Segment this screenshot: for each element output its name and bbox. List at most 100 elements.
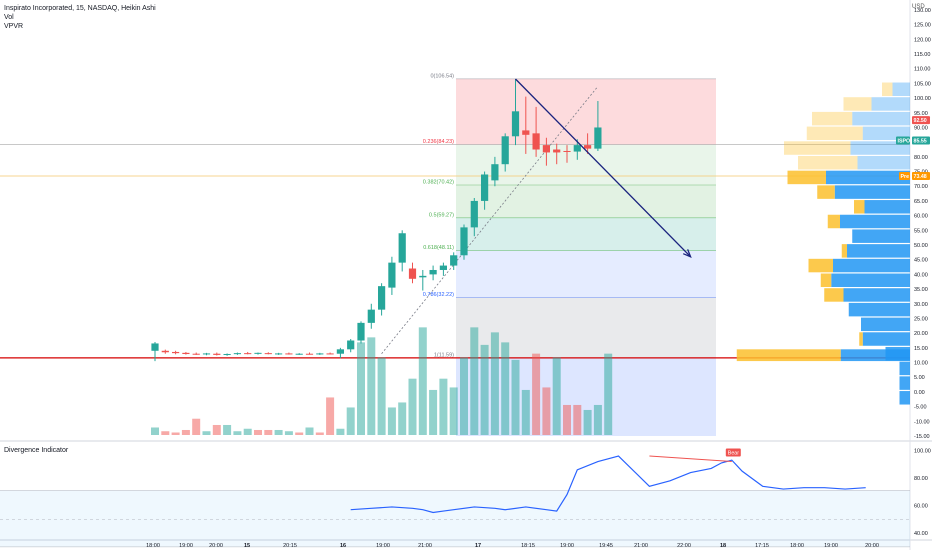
candle-body: [398, 233, 406, 263]
volume-bar: [171, 432, 180, 435]
indicator-axis-label: 80.00: [914, 476, 928, 482]
volume-bar: [604, 353, 613, 435]
candle-body: [511, 111, 520, 137]
vpvr-bar-down: [850, 141, 910, 155]
time-axis-label: 22:00: [677, 543, 691, 549]
vpvr-bar-down: [899, 361, 910, 376]
volume-bar: [336, 428, 345, 435]
price-axis-label: 20.00: [914, 331, 928, 337]
candle-body: [491, 164, 499, 181]
price-axis-label: 70.00: [914, 184, 928, 190]
price-axis-label: 110.00: [914, 67, 930, 73]
price-axis-label: -5.00: [914, 405, 927, 411]
vpvr-bar-down: [834, 185, 910, 199]
candle-body: [378, 286, 386, 310]
candle-body: [336, 349, 344, 354]
vpvr-bar-up: [827, 214, 840, 229]
fib-zone: [456, 78, 716, 145]
last-price-badge: 92.50: [914, 118, 927, 124]
time-axis-label: 20:15: [283, 543, 297, 549]
vpvr-bar-down: [899, 391, 910, 405]
price-axis-label: 25.00: [914, 316, 928, 322]
price-axis-label: 5.00: [914, 375, 925, 381]
chart-legend: Inspirato Incorporated, 15, NASDAQ, Heik…: [4, 4, 156, 31]
fib-level-label: 0.786(32.22): [423, 292, 454, 298]
price-axis-label: 0.00: [914, 390, 925, 396]
volume-bar: [563, 404, 571, 435]
time-axis-label: 16: [340, 543, 346, 549]
pre-tag-badge: Pre: [901, 174, 910, 180]
volume-bar: [398, 402, 407, 435]
candle-body: [470, 200, 478, 228]
fib-zone: [456, 297, 716, 358]
volume-bar: [511, 359, 520, 435]
volume-bar: [593, 404, 602, 435]
vpvr-bar-down: [843, 288, 910, 302]
volume-bar: [223, 424, 232, 435]
candle-body: [594, 127, 602, 149]
price-axis-label: 35.00: [914, 287, 928, 293]
volume-bar: [305, 427, 314, 435]
price-axis-label: 55.00: [914, 228, 928, 234]
candle-body: [233, 353, 241, 355]
pre-price-badge: 73.48: [914, 174, 927, 180]
volume-bar: [284, 431, 293, 435]
time-axis-label: 21:00: [634, 543, 648, 549]
time-axis-label: 18:15: [521, 543, 535, 549]
volume-label[interactable]: Vol: [4, 14, 14, 21]
volume-bar: [161, 431, 170, 435]
volume-bar: [521, 389, 530, 435]
candle-body: [182, 352, 190, 355]
vpvr-bar-down: [852, 229, 910, 243]
candle-body: [481, 174, 489, 201]
volume-bar: [429, 389, 438, 435]
vpvr-bar-down: [861, 317, 910, 332]
vpvr-bar-down: [852, 111, 910, 126]
divergence-line: [350, 455, 866, 514]
price-axis-label: 125.00: [914, 23, 931, 29]
vpvr-bar-down: [847, 244, 910, 258]
price-axis-label: 30.00: [914, 302, 928, 308]
symbol-title[interactable]: Inspirato Incorporated, 15, NASDAQ, Heik…: [4, 5, 156, 12]
price-axis-label: 45.00: [914, 258, 928, 264]
pre-tag-badge-bg: [899, 172, 910, 181]
symbol-price-badge: 85.55: [914, 139, 927, 145]
volume-bar: [315, 432, 324, 435]
price-axis-label: 90.00: [914, 125, 928, 131]
volume-bar: [573, 404, 582, 435]
vpvr-bar-up: [817, 185, 835, 199]
time-axis-label: 15: [244, 543, 250, 549]
volume-bar: [367, 337, 376, 435]
candle-body: [316, 353, 324, 355]
candle-body: [275, 353, 283, 355]
indicator-title[interactable]: Divergence Indicator: [4, 447, 69, 454]
candle-body: [347, 340, 355, 350]
vpvr-bar-up: [808, 258, 833, 273]
symbol-tag-badge-bg: [896, 136, 910, 145]
indicator-band: [0, 490, 910, 547]
fib-level-label: 0.236(84.23): [423, 139, 454, 145]
time-axis-label: 19:00: [179, 543, 193, 549]
vpvr-bar-up: [824, 288, 844, 302]
volume-bar: [233, 431, 242, 435]
candle-body: [244, 353, 252, 355]
price-axis-label: -10.00: [914, 419, 930, 425]
fib-level-label: 0.5(59.27): [429, 212, 454, 218]
candle-body: [429, 269, 437, 275]
volume-bar: [583, 409, 592, 435]
candle-body: [542, 145, 550, 153]
volume-bar: [387, 407, 396, 435]
price-axis-label: 60.00: [914, 214, 928, 220]
time-axis-label: 20:00: [209, 543, 223, 549]
candle-body: [202, 353, 211, 355]
vpvr-label[interactable]: VPVR: [4, 23, 24, 30]
dashed-trendline: [381, 86, 599, 354]
indicator-axis-label: 100.00: [914, 449, 931, 455]
candle-body: [563, 150, 571, 152]
price-axis-label: 65.00: [914, 199, 928, 205]
vpvr-bar-up: [854, 200, 865, 214]
price-axis-label: 120.00: [914, 37, 931, 43]
bear-divergence-line: [649, 455, 732, 463]
volume-bar: [470, 327, 479, 435]
